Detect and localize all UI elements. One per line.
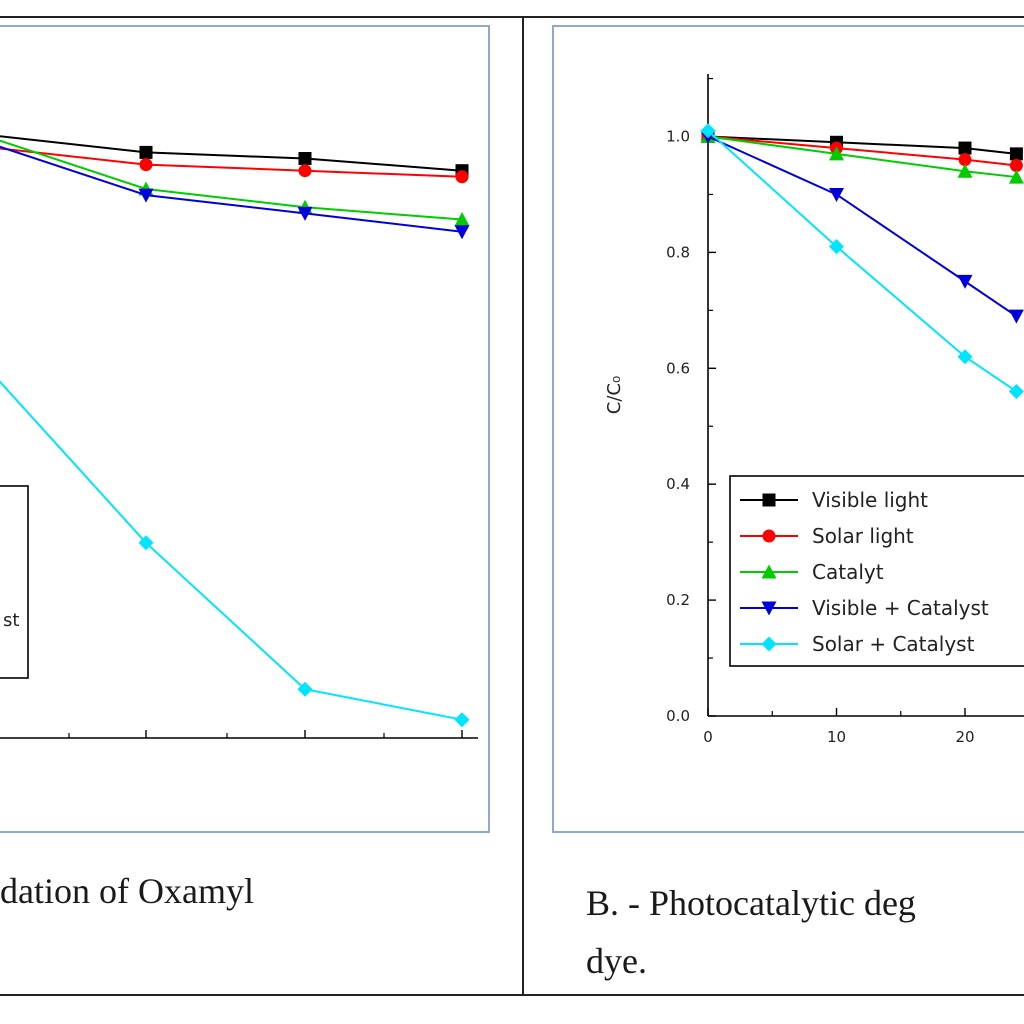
panel-a-legend-box [0,485,29,679]
data-point-visible [298,152,312,165]
data-point-solar_catalyst [297,681,313,697]
data-point-visible_catalyst [829,187,844,202]
panel-b-x-tick-label: 20 [955,728,974,746]
panel-a-x-tick-label: 120 [291,750,320,768]
data-point-catalyst [1008,169,1024,184]
data-point-solar_catalyst [957,349,973,365]
data-point-solar [958,153,972,167]
series-line-solar [707,135,1017,167]
data-point-visible [139,145,153,159]
legend-label-solar: Solar light [812,524,914,548]
series-line-solar [0,147,463,178]
panel-a-legend-label: st [3,610,19,631]
legend-marker-catalyst [761,564,777,579]
panel-b-legend: Visible light Solar light Catalyt Visible +… [729,475,1024,667]
data-point-visible_catalyst [957,274,973,289]
series-line-catalyst [0,139,463,221]
data-point-solar_catalyst [829,239,844,255]
data-point-visible [958,141,972,155]
panel-b-y-label: C/C₀ [604,376,625,414]
panel-b-y-tick-label: 0.2 [666,591,690,609]
data-point-visible [1009,147,1023,161]
caption-b-line2: dye. [586,941,647,981]
data-point-catalyst [454,212,470,226]
panel-b-y-tick-label: 0.8 [666,243,690,261]
data-point-catalyst [957,163,973,178]
panel-b-y-tick-label: 0.6 [666,359,690,377]
data-point-solar [298,164,312,178]
series-line-visible [707,135,1017,155]
legend-label-solar_catalyst: Solar + Catalyst [812,632,975,656]
data-point-catalyst [829,146,844,161]
legend-label-visible_catalyst: Visible + Catalyst [812,596,989,620]
panel-b-series [700,123,1024,399]
data-point-visible_catalyst [297,206,313,221]
series-line-visible [0,135,463,172]
data-point-solar_catalyst [700,123,716,139]
panel-a-box [0,25,490,833]
panel-a-x-tick-label: 90 [136,750,155,768]
caption-a: dation of Oxamyl [0,871,254,911]
series-line-visible_catalyst [707,135,1017,317]
data-point-solar [455,170,469,184]
data-point-visible_catalyst [454,225,470,240]
legend-label-visible: Visible light [812,488,928,512]
data-point-solar_catalyst [454,712,470,728]
panel-b-x-tick-label: 0 [703,728,713,746]
data-point-solar [1009,158,1023,172]
legend-marker-visible [762,493,776,507]
panel-b-y-tick-label: 0.0 [666,707,690,725]
panel-b-y-tick-label: 0.4 [666,475,690,493]
legend-marker-solar [762,529,776,543]
caption-b-line1: B. - Photocatalytic deg [586,883,916,923]
data-point-visible_catalyst [138,188,154,203]
data-point-solar_catalyst [138,535,154,551]
frame-bottom [0,994,1024,996]
panel-b-x-tick-label: 10 [827,728,846,746]
panel-a-x-tick-label: 150 [448,750,477,768]
series-line-solar_catalyst [707,129,1017,393]
panel-b-box [552,25,1024,833]
frame-top [0,16,1024,18]
data-point-solar [139,158,153,172]
series-line-visible_catalyst [0,145,463,233]
data-point-visible_catalyst [1008,309,1024,324]
series-line-solar_catalyst [0,380,463,721]
panel-b-y-tick-label: 1.0 [666,128,690,146]
panel-a-legend: st [0,485,29,679]
legend-marker-visible_catalyst [761,601,777,616]
panel-a-chart: 90 120 150 ime in min. st [0,135,478,815]
panel-b-chart: 0.0 0.2 0.4 0.6 0.8 1.0 0 10 20 C/C₀ Visible light… [604,74,1024,746]
legend-label-catalyst: Catalyt [812,560,884,584]
data-point-solar_catalyst [1008,383,1024,399]
legend-marker-solar_catalyst [761,636,777,652]
series-line-catalyst [707,135,1017,179]
frame-divider [522,16,524,996]
panel-a-x-label: ime in min. [0,795,96,815]
